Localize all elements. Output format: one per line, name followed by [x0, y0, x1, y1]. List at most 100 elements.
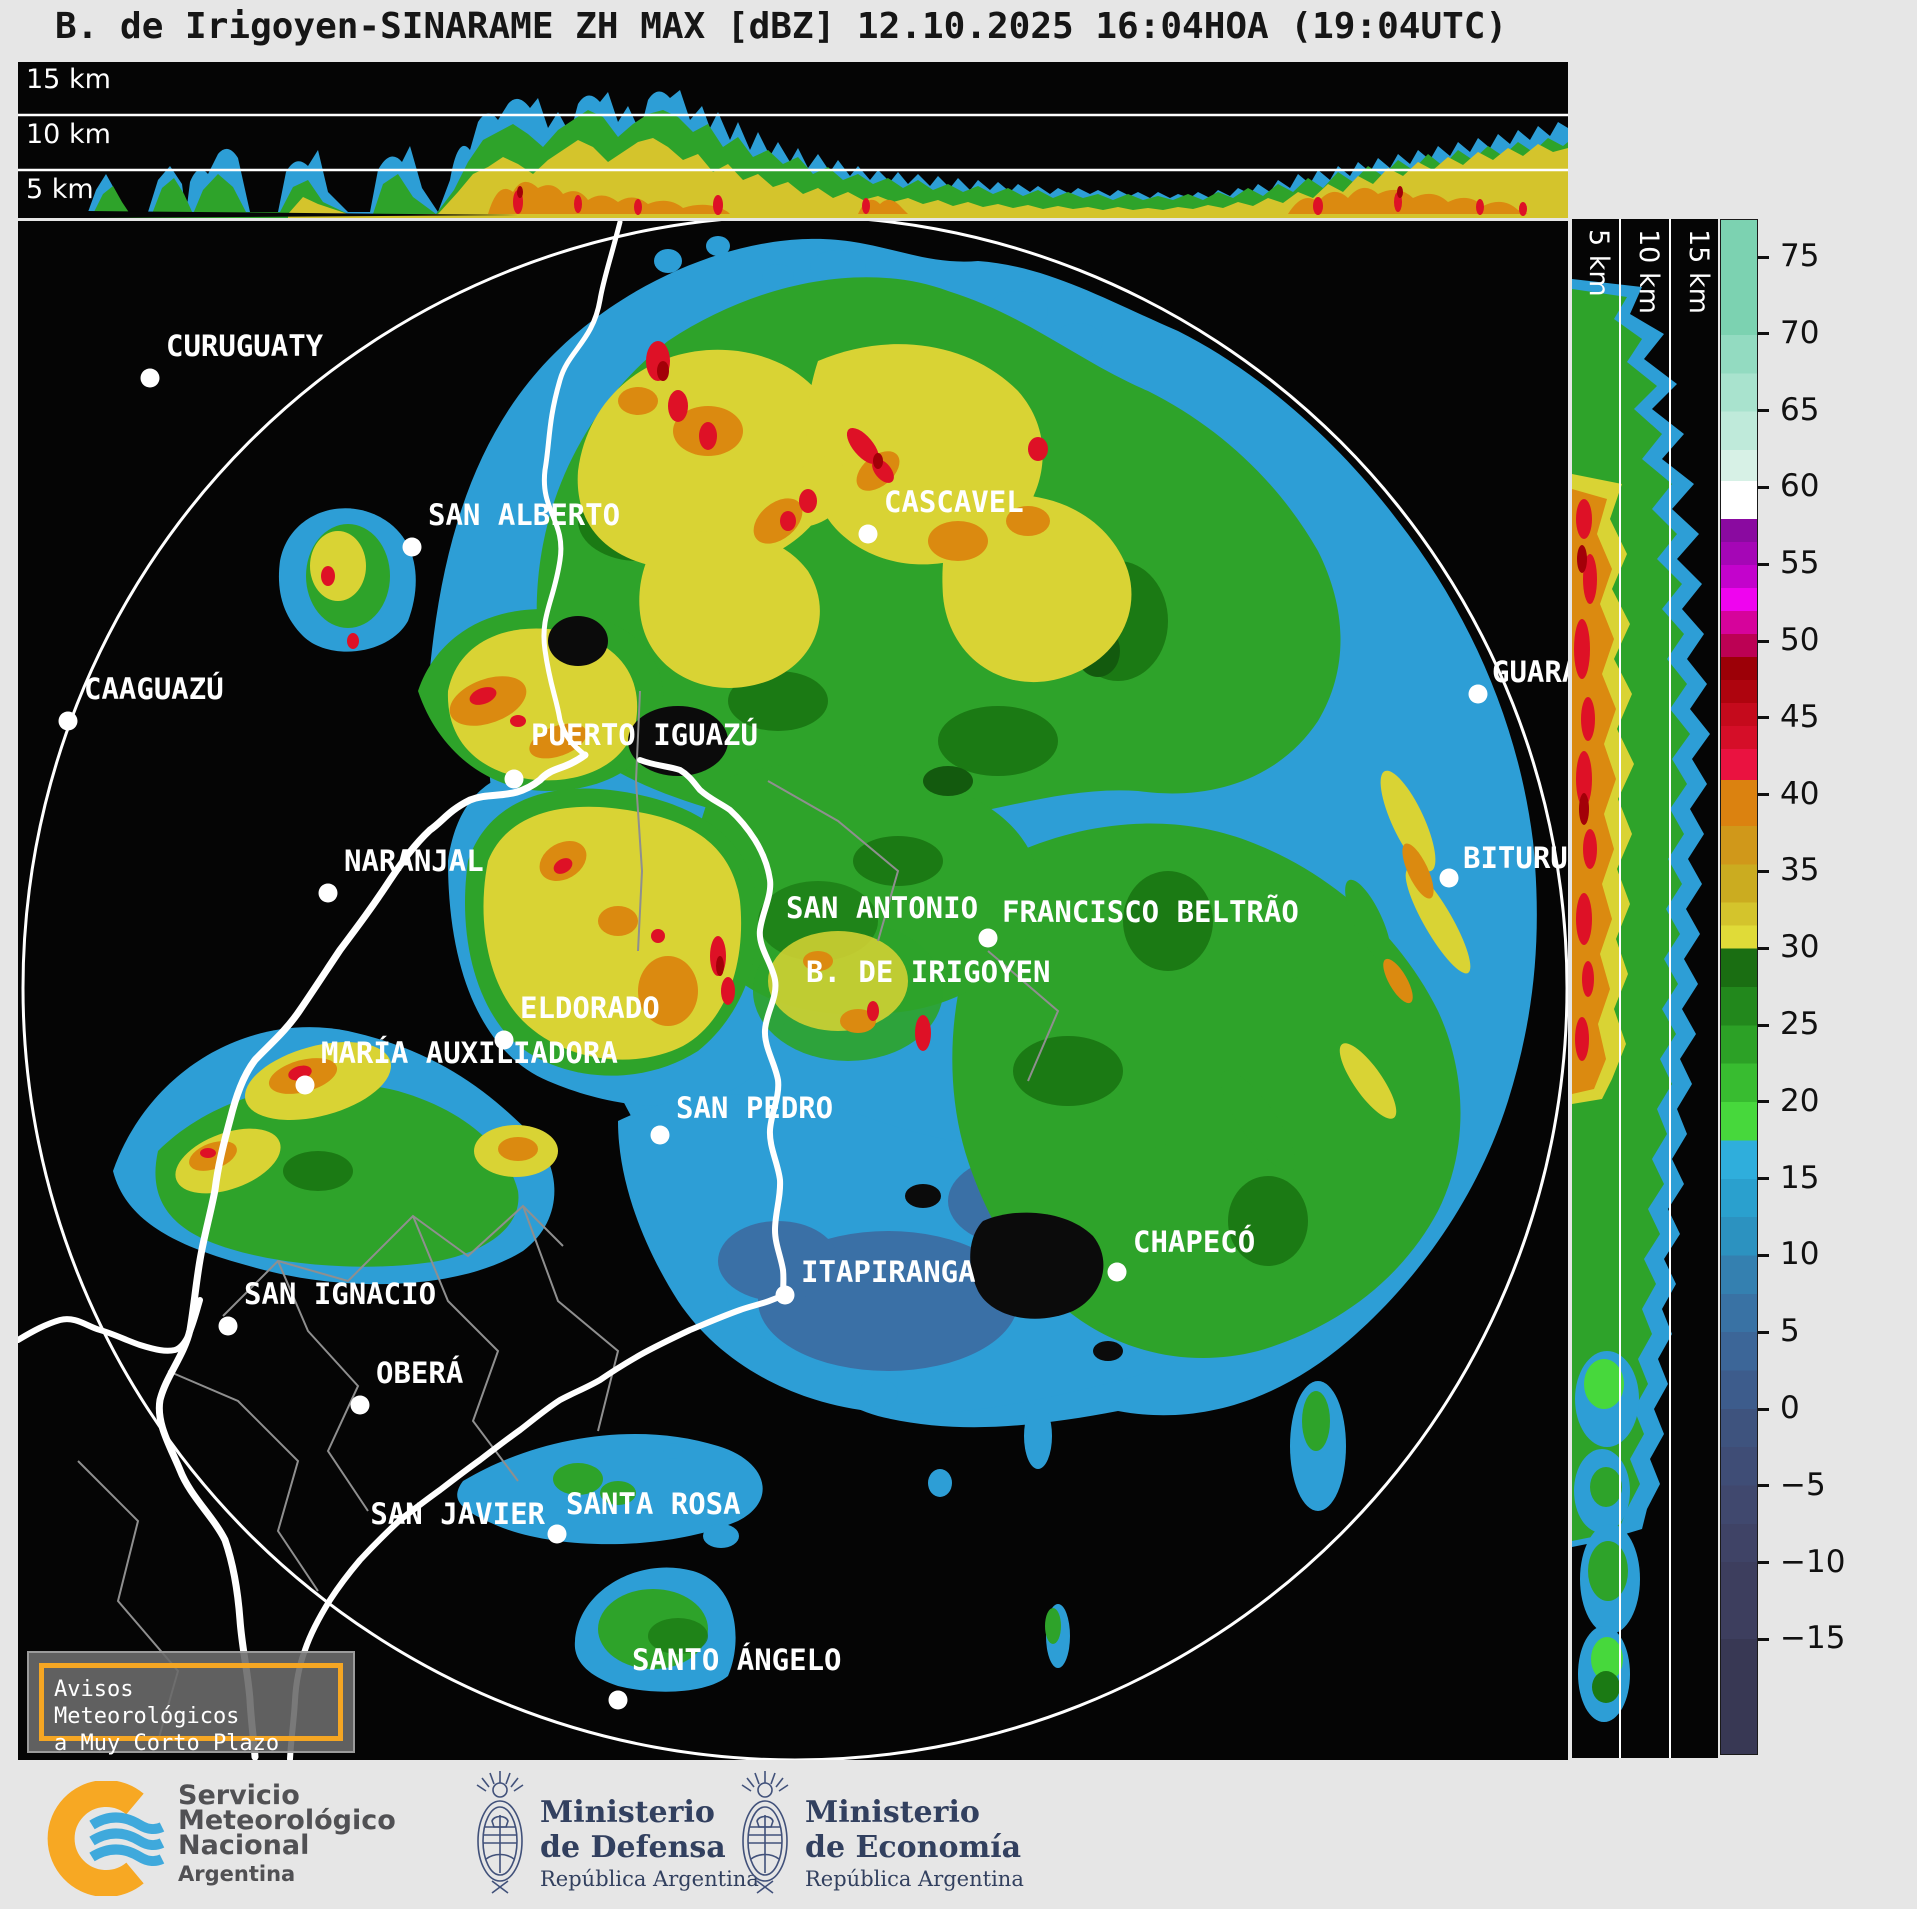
colorbar-tickmark: [1758, 562, 1769, 566]
colorbar-ticklabel: 50: [1780, 622, 1820, 658]
city-label: SAN ANTONIO: [786, 891, 978, 925]
city-label: MARÍA AUXILIADORA: [321, 1036, 618, 1070]
defensa-line-2: de Defensa: [540, 1830, 726, 1865]
warning-line-2: a Muy Corto Plazo: [54, 1731, 280, 1756]
colorbar-ticklabel: 0: [1780, 1390, 1800, 1426]
city-dot: [978, 928, 998, 948]
defensa-line-3: República Argentina: [540, 1867, 759, 1891]
alt-label-right-15km: 15 km: [1683, 229, 1714, 314]
city-label: CHAPECÓ: [1133, 1225, 1255, 1259]
colorbar-ticklabel: 15: [1780, 1159, 1820, 1196]
alt-label-right-5km: 5 km: [1583, 229, 1614, 297]
right-cross-section-panel: 5 km 10 km 15 km: [1572, 219, 1718, 1758]
radar-map: CURUGUATY SAN ALBERTO CAAGUAZÚ CASCAVEL GUAR…: [18, 221, 1568, 1760]
colorbar-tickmark: [1758, 1561, 1769, 1565]
economia-coat-of-arms-icon: [741, 1771, 789, 1894]
colorbar-tickmark: [1758, 946, 1769, 950]
page-title: B. de Irigoyen-SINARAME ZH MAX [dBZ] 12.…: [55, 6, 1508, 47]
city-label: SAN JAVIER: [370, 1497, 545, 1531]
colorbar-tickmark: [1758, 716, 1769, 720]
warning-line-1: Avisos Meteorológicos: [54, 1677, 240, 1729]
colorbar-tickmark: [1758, 1177, 1769, 1181]
city-label: OBERÁ: [376, 1356, 463, 1390]
smn-logo-icon: [47, 1781, 165, 1896]
smn-line-2: Meteorológico: [178, 1805, 396, 1836]
smn-line-1: Servicio: [178, 1780, 300, 1811]
colorbar-tickmark: [1758, 1100, 1769, 1104]
city-dot: [58, 711, 78, 731]
city-dot: [858, 524, 878, 544]
city-dot: [1107, 1262, 1127, 1282]
colorbar-ticklabel: 70: [1780, 314, 1820, 351]
echo-layer: [113, 236, 1537, 1692]
colorbar-ticklabel: 5: [1780, 1313, 1800, 1350]
alt-label-5km: 5 km: [26, 174, 94, 205]
colorbar-tickmark: [1758, 1330, 1769, 1334]
colorbar-ticklabel: 20: [1780, 1082, 1820, 1119]
city-label: PUERTO IGUAZÚ: [531, 718, 758, 752]
colorbar-tickmark: [1758, 1637, 1769, 1641]
colorbar-ticklabel: −10: [1780, 1543, 1846, 1580]
colorbar-gradient: [1720, 219, 1758, 1755]
colorbar-ticklabel: −5: [1780, 1466, 1826, 1503]
colorbar-ticklabel: 60: [1780, 468, 1820, 505]
colorbar-ticklabel: −15: [1780, 1620, 1846, 1657]
colorbar-ticklabel: 25: [1780, 1006, 1820, 1042]
main-radar-panel: CURUGUATY SAN ALBERTO CAAGUAZÚ CASCAVEL GUAR…: [18, 221, 1568, 1760]
smn-logo-text: Servicio Meteorológico Nacional Argentin…: [178, 1780, 396, 1887]
defensa-text: Ministerio de Defensa República Argentin…: [540, 1795, 759, 1893]
economia-line-3: República Argentina: [805, 1867, 1024, 1891]
city-dot: [775, 1285, 795, 1305]
colorbar-tickmark: [1758, 639, 1769, 643]
defensa-line-1: Ministerio: [540, 1795, 715, 1830]
warning-box-inner: Avisos Meteorológicos a Muy Corto Plazo: [39, 1663, 343, 1756]
colorbar-ticklabel: 75: [1780, 238, 1820, 274]
city-label: GUARANIAÇU: [1492, 655, 1568, 689]
colorbar-tickmark: [1758, 793, 1769, 797]
right-profile-plot: 5 km 10 km 15 km: [1572, 219, 1714, 1758]
top-profile-plot: [18, 90, 1568, 218]
colorbar-ticklabel: 10: [1780, 1236, 1820, 1273]
colorbar-tickmark: [1758, 255, 1769, 259]
city-dot: [608, 1690, 628, 1710]
city-label: FRANCISCO BELTRÃO: [1002, 895, 1299, 929]
colorbar-tickmark: [1758, 1407, 1769, 1411]
city-label: SAN IGNACIO: [244, 1277, 436, 1311]
city-dot: [402, 537, 422, 557]
smn-line-3: Nacional: [178, 1830, 310, 1861]
city-label: CAAGUAZÚ: [84, 672, 224, 706]
colorbar-tickmark: [1758, 1253, 1769, 1257]
city-layer: CURUGUATY SAN ALBERTO CAAGUAZÚ CASCAVEL GUAR…: [58, 329, 1568, 1710]
city-label: CASCAVEL: [884, 485, 1024, 519]
city-dot: [295, 1075, 315, 1095]
city-dot: [547, 1524, 567, 1544]
city-dot: [494, 1030, 514, 1050]
colorbar: 75 70 65 60 55 50 45 40 35 30 25 20 15 10 5 0 −5 −10 −15: [1720, 219, 1917, 1755]
top-cross-section-panel: 15 km 10 km 5 km: [18, 62, 1568, 218]
city-label: ITAPIRANGA: [801, 1255, 976, 1289]
smn-line-4: Argentina: [178, 1862, 296, 1886]
city-dot: [140, 368, 160, 388]
warning-box[interactable]: Avisos Meteorológicos a Muy Corto Plazo: [27, 1651, 355, 1756]
city-dot: [1468, 684, 1488, 704]
city-label: NARANJAL: [344, 844, 484, 878]
defensa-coat-of-arms-icon: [476, 1771, 524, 1894]
city-label: B. DE IRIGOYEN: [806, 955, 1050, 989]
city-label: CURUGUATY: [166, 329, 324, 363]
alt-label-10km: 10 km: [26, 119, 111, 150]
city-dot: [504, 769, 524, 789]
colorbar-tickmark: [1758, 332, 1769, 336]
colorbar-ticklabel: 30: [1780, 929, 1820, 966]
colorbar-tickmark: [1758, 1484, 1769, 1488]
city-label: BITURUNA: [1463, 841, 1568, 875]
city-label: SANTA ROSA: [566, 1487, 741, 1521]
city-label: ELDORADO: [520, 991, 660, 1025]
colorbar-ticklabel: 35: [1780, 852, 1820, 889]
admin-borders: [77, 690, 1060, 1742]
colorbar-tickmark: [1758, 485, 1769, 489]
economia-line-2: de Economía: [805, 1830, 1022, 1865]
city-dot: [350, 1395, 370, 1415]
colorbar-tickmark: [1758, 869, 1769, 873]
colorbar-ticklabel: 55: [1780, 545, 1820, 582]
